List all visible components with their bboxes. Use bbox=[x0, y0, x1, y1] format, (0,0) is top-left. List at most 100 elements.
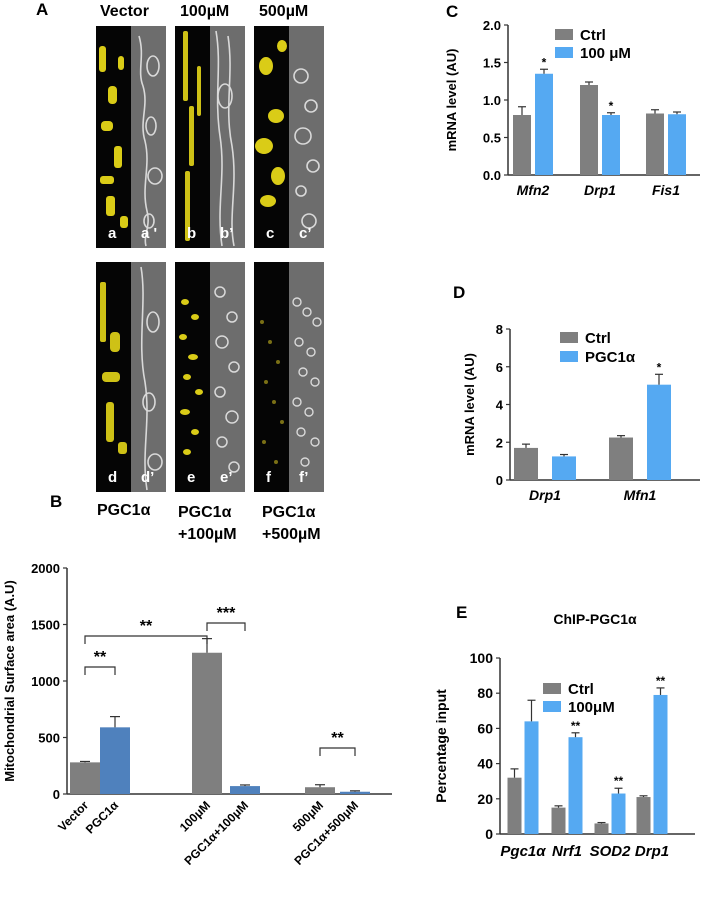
skeleton-image bbox=[214, 286, 240, 473]
bar-Ctrl-Drp1 bbox=[514, 447, 538, 480]
y-tick-label: 2.0 bbox=[483, 18, 501, 33]
bar-Vector bbox=[70, 762, 100, 794]
header-100um: 100µM bbox=[180, 3, 230, 20]
tag-c: c bbox=[266, 225, 275, 242]
bar-500μM bbox=[305, 787, 335, 794]
tag-f-prime: f’ bbox=[299, 469, 309, 486]
panel-letter-c: C bbox=[446, 2, 459, 21]
legend-swatch-Ctrl bbox=[555, 29, 573, 40]
significance-marker: * bbox=[542, 55, 547, 69]
fluorescence-image bbox=[260, 320, 284, 464]
sig-bracket-100um bbox=[206, 622, 246, 631]
tag-d-prime: d’ bbox=[141, 469, 155, 486]
bar-Ctrl-Pgc1α bbox=[507, 777, 522, 834]
panel-letter-b: B bbox=[50, 492, 63, 511]
x-tick-label: Nrf1 bbox=[552, 843, 582, 860]
y-tick-label: 0.5 bbox=[483, 131, 501, 146]
y-tick-label: 0 bbox=[485, 826, 493, 842]
bar-PGC1α+500μM bbox=[340, 791, 370, 794]
fluorescence-image bbox=[99, 46, 128, 228]
chart-e: ChIP-PGC1α 0 20 40 60 80 100 Percentage input Pg… bbox=[433, 611, 695, 860]
label-pgc1a: PGC1α bbox=[97, 502, 150, 520]
significance-marker: * bbox=[657, 360, 662, 374]
legend-swatch-Ctrl bbox=[560, 332, 578, 343]
skeleton-image bbox=[292, 297, 322, 467]
label-line-1: PGC1α bbox=[97, 502, 151, 519]
y-tick-label: 1500 bbox=[31, 618, 60, 633]
label-pgc1a-500um: PGC1α +500µM bbox=[262, 502, 321, 546]
sig-bracket-vector-100um bbox=[84, 635, 208, 644]
x-tick-label: Drp1 bbox=[584, 182, 616, 198]
label-line-1: PGC1α bbox=[262, 504, 316, 521]
y-axis-label: Mitochondrial Surface area (A.U) bbox=[2, 580, 17, 782]
y-axis-label: Percentage input bbox=[433, 689, 449, 803]
x-tick-label: Drp1 bbox=[529, 487, 561, 503]
x-tick-label: Mfn1 bbox=[624, 487, 657, 503]
fluorescence-image bbox=[179, 299, 203, 455]
y-tick-label: 1000 bbox=[31, 674, 60, 689]
legend-label: Ctrl bbox=[580, 27, 606, 44]
legend-label: 100μM bbox=[568, 699, 615, 716]
significance-marker: ** bbox=[614, 774, 624, 788]
tag-a: a bbox=[108, 225, 117, 242]
tag-c-prime: c’ bbox=[299, 225, 312, 242]
label-line-2: +500µM bbox=[262, 526, 321, 543]
x-tick-label: Drp1 bbox=[635, 843, 669, 860]
y-tick-label: 0.0 bbox=[483, 168, 501, 183]
label-pgc1a-100um: PGC1α +100µM bbox=[178, 502, 237, 546]
x-tick-label: SOD2 bbox=[590, 843, 632, 860]
bar-100 μM-Mfn2 bbox=[535, 73, 553, 175]
significance-marker: * bbox=[609, 99, 614, 113]
significance-marker: ** bbox=[656, 674, 666, 688]
skeleton-image bbox=[293, 68, 320, 229]
label-line-1: PGC1α bbox=[178, 504, 232, 521]
tag-b: b bbox=[187, 225, 197, 242]
legend-swatch-Ctrl bbox=[543, 683, 561, 694]
y-tick-label: 40 bbox=[477, 756, 493, 772]
sig-bracket-vector-100um-label: ** bbox=[140, 618, 153, 635]
legend-label: PGC1α bbox=[585, 349, 636, 366]
y-axis-label: mRNA level (AU) bbox=[444, 49, 459, 152]
legend-label: Ctrl bbox=[585, 330, 611, 347]
y-axis-label: mRNA level (AU) bbox=[462, 353, 477, 456]
bar-Ctrl-Drp1 bbox=[580, 85, 598, 175]
y-tick-label: 100 bbox=[470, 650, 494, 666]
bar-100μM-Drp1 bbox=[653, 694, 668, 834]
bar-PGC1α bbox=[100, 727, 130, 794]
x-tick-label: 100μM bbox=[177, 798, 213, 834]
sig-bracket-500um-label: ** bbox=[331, 730, 344, 747]
tag-d: d bbox=[108, 469, 118, 486]
sig-bracket-500um bbox=[319, 747, 356, 756]
chart-d: 0 2 4 6 8 mRNA level (AU) Drp1 * Mfn1 Ctrl PGC1α bbox=[462, 322, 700, 503]
legend-swatch-100 μM bbox=[555, 47, 573, 58]
panel-letter-e: E bbox=[456, 603, 468, 622]
label-line-2: +100µM bbox=[178, 526, 237, 543]
panel-letter-d: D bbox=[453, 283, 466, 302]
panel-letter-a: A bbox=[36, 0, 49, 19]
bar-Ctrl-Drp1 bbox=[636, 797, 651, 834]
significance-marker: ** bbox=[571, 719, 581, 733]
legend-swatch-100μM bbox=[543, 701, 561, 712]
x-tick-label: Pgc1α bbox=[500, 843, 546, 860]
x-tick-label: Mfn2 bbox=[517, 182, 550, 198]
y-tick-label: 60 bbox=[477, 720, 493, 736]
bar-PGC1α-Drp1 bbox=[552, 456, 576, 480]
tag-f: f bbox=[266, 469, 271, 486]
micrograph-b: b b’ bbox=[175, 26, 245, 248]
y-tick-label: 6 bbox=[496, 360, 503, 375]
y-tick-label: 80 bbox=[477, 685, 493, 701]
sig-bracket-vector-pgc1a bbox=[84, 666, 116, 675]
y-tick-label: 1.5 bbox=[483, 56, 501, 71]
bar-Ctrl-Fis1 bbox=[646, 113, 664, 175]
skeleton-image bbox=[215, 30, 235, 247]
legend-label: 100 μM bbox=[580, 45, 631, 62]
micrograph-d: d d’ bbox=[96, 262, 166, 492]
y-tick-label: 0 bbox=[53, 787, 60, 802]
bar-100μM-Pgc1α bbox=[524, 721, 539, 834]
bar-Ctrl-Mfn2 bbox=[513, 115, 531, 175]
fluorescence-image bbox=[255, 40, 287, 207]
tag-b-prime: b’ bbox=[220, 225, 234, 242]
x-tick-label: PGC1α bbox=[83, 798, 122, 837]
bar-100μM-Nrf1 bbox=[568, 737, 583, 834]
